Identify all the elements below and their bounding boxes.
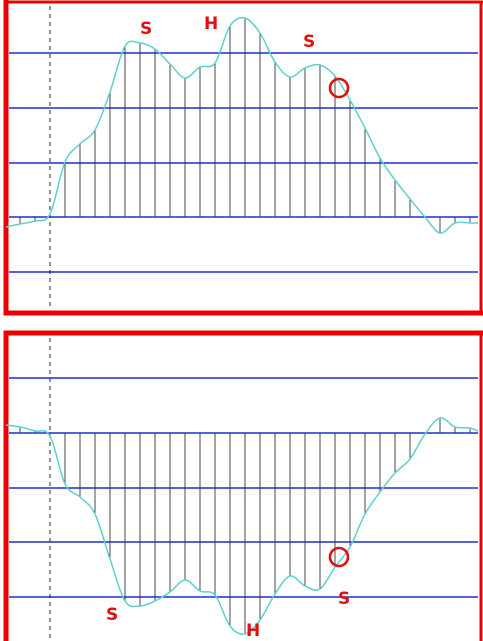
- bottom-right-shoulder-label: S: [338, 589, 350, 609]
- bottom-drop-lines: [19, 418, 471, 634]
- bottom-panel: S H S: [3, 330, 483, 641]
- top-left-shoulder-label: S: [140, 19, 152, 39]
- bottom-head-label: H: [246, 621, 260, 641]
- top-drop-lines: [19, 18, 471, 233]
- bottom-left-shoulder-label: S: [106, 605, 118, 625]
- top-panel: S H S: [3, 0, 483, 316]
- top-right-shoulder-label: S: [303, 32, 315, 52]
- bottom-panel-frame: [3, 330, 483, 641]
- top-breakout-circle: [328, 77, 350, 99]
- bottom-breakout-circle: [328, 546, 350, 568]
- top-panel-frame: [3, 0, 483, 316]
- top-head-label: H: [204, 14, 218, 34]
- top-price-curve: [5, 16, 478, 234]
- bottom-price-curve: [5, 417, 479, 635]
